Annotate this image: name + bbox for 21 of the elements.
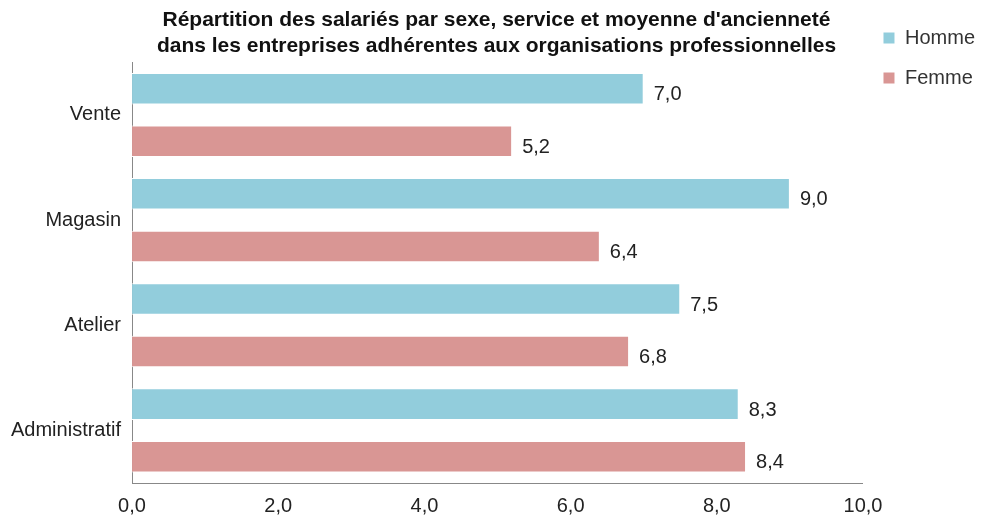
data-label: 9,0 [799,187,828,210]
y-tick-label: Vente [69,102,122,125]
data-label: 5,2 [522,134,550,157]
data-label: 8,4 [756,450,784,473]
x-tick-label: 0,0 [118,493,146,516]
data-label: 6,8 [639,345,667,368]
data-label: 7,0 [653,82,682,105]
data-label: 7,5 [690,292,719,315]
x-tick-label: 8,0 [702,493,731,516]
y-tick-label: Administratif [11,417,122,440]
data-label: 6,4 [609,239,638,262]
y-tick-label: Atelier [64,312,122,335]
x-tick-label: 2,0 [264,493,293,516]
legend-label: Homme [904,25,976,48]
legend-label: Femme [904,65,973,88]
x-tick-label: 6,0 [556,493,585,516]
x-tick-label: 10,0 [843,493,883,516]
y-tick-label: Magasin [45,207,122,230]
chart-title: Répartition des salariés par sexe, service et moyenne d'ancienneté dans les entreprises adhérentes aux organisations professionnelles [156,7,837,56]
data-label: 8,3 [748,397,777,420]
x-tick-label: 4,0 [410,493,439,516]
